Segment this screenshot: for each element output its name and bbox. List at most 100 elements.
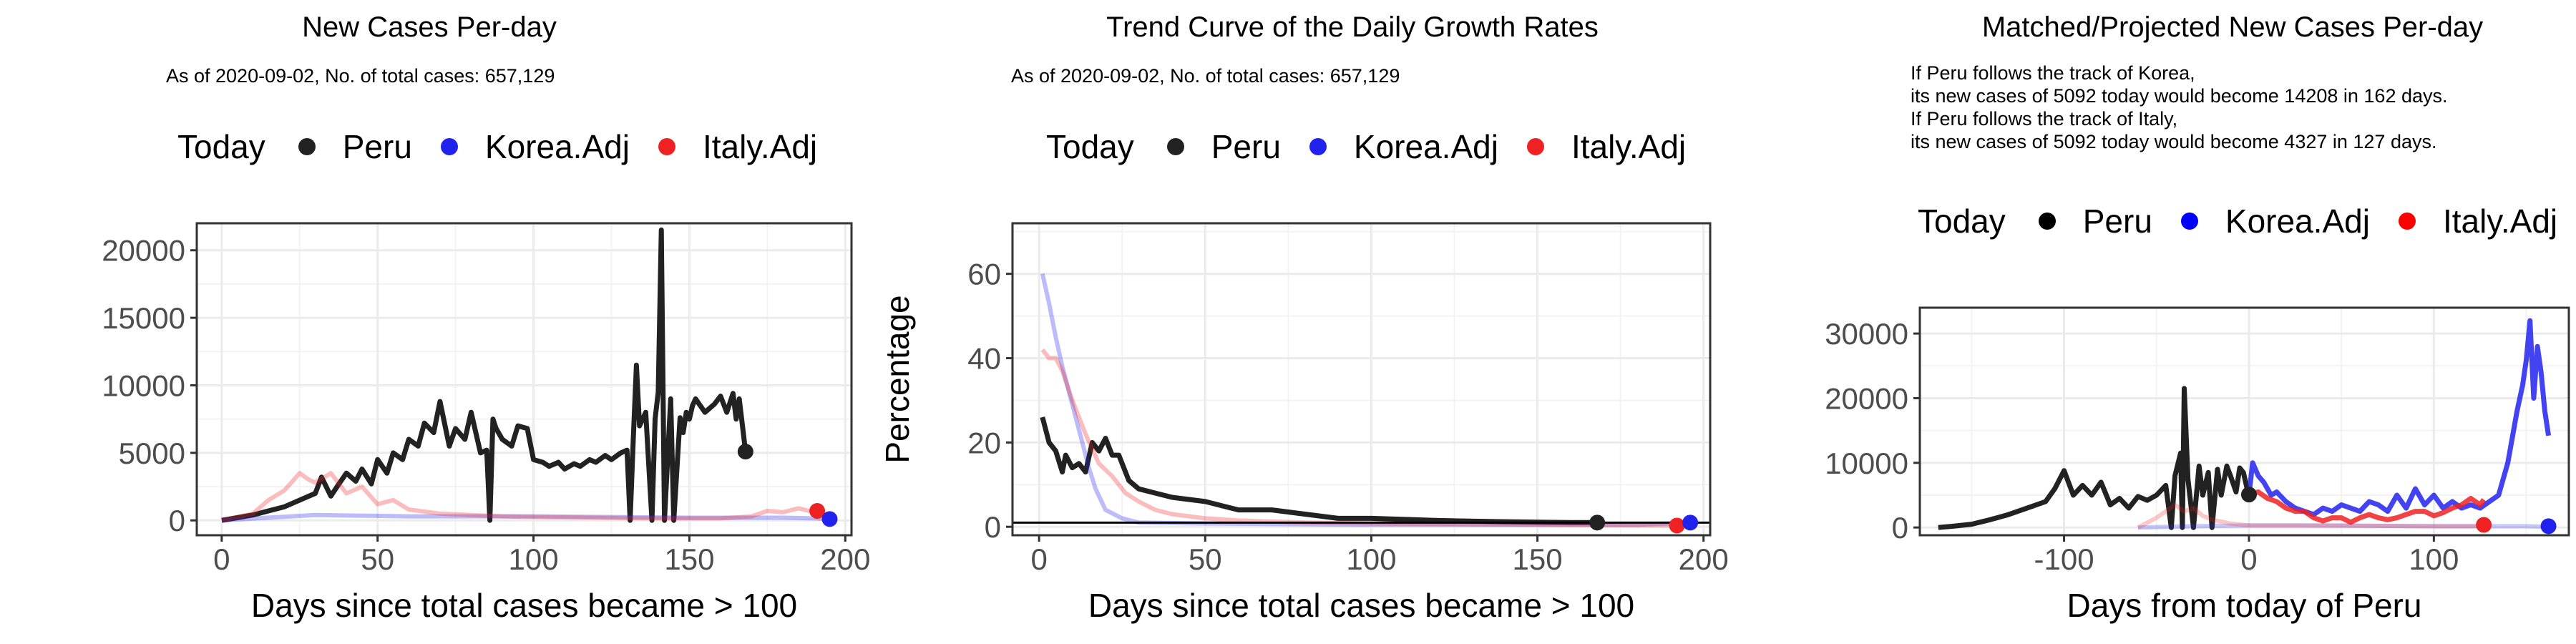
legend-title: Today bbox=[1046, 128, 1134, 165]
legend-item-italy: Italy.Adj bbox=[1526, 127, 1687, 166]
y-tick-label: 20000 bbox=[1825, 381, 1908, 415]
today-point-italy-adj bbox=[1669, 517, 1685, 534]
y-tick-label: 0 bbox=[169, 504, 185, 537]
legend-title: Today bbox=[1918, 203, 2006, 240]
legend-item-peru: Peru bbox=[2038, 202, 2152, 240]
x-tick-label: 0 bbox=[2240, 542, 2257, 576]
plot-frame bbox=[195, 222, 853, 537]
legend-dot-korea bbox=[2180, 213, 2198, 230]
legend-dot-korea bbox=[1309, 138, 1327, 155]
chart-subtitle-line-4: its new cases of 5092 today would become… bbox=[1911, 131, 2437, 152]
legend-dot-peru bbox=[1166, 138, 1184, 155]
y-tick-label: 5000 bbox=[119, 436, 185, 470]
legend: Today Peru Korea.Adj Italy.Adj bbox=[1046, 127, 1714, 166]
chart-title: New Cases Per-day bbox=[302, 11, 557, 43]
series-line-peru bbox=[1938, 386, 2252, 530]
series-line-italy-adj-faint bbox=[2137, 502, 2484, 530]
x-tick-label: 50 bbox=[1189, 542, 1222, 576]
x-tick-label: 0 bbox=[213, 542, 230, 576]
panel-growth-rates: Trend Curve of the Daily Growth Rates As… bbox=[859, 0, 1729, 644]
panel-projected: Matched/Projected New Cases Per-day If P… bbox=[1717, 0, 2576, 644]
y-tick-label: 40 bbox=[967, 342, 1001, 376]
chart-subtitle-line-1: If Peru follows the track of Korea, bbox=[1911, 62, 2195, 84]
legend-label-italy: Italy.Adj bbox=[2442, 203, 2558, 240]
series-line-peru bbox=[1040, 416, 1598, 525]
x-tick-label: 200 bbox=[1679, 542, 1729, 576]
x-tick-label: 150 bbox=[1513, 542, 1563, 576]
y-tick-label: 10000 bbox=[102, 369, 185, 402]
y-tick-label: 20 bbox=[967, 426, 1001, 459]
legend: Today Peru Korea.Adj Italy.Adj bbox=[1918, 202, 2576, 240]
chart-plot: 0 50 100 150 200 0 5000 10000 15000 20000 Days sin… bbox=[102, 222, 870, 624]
legend-label-peru: Peru bbox=[2082, 203, 2152, 240]
y-tick-label: 60 bbox=[967, 258, 1001, 291]
series-line-korea-adj bbox=[221, 512, 834, 523]
chart-subtitle: As of 2020-09-02, No. of total cases: 65… bbox=[1011, 65, 1400, 87]
series-line-italy-adj bbox=[2248, 489, 2486, 525]
legend-label-korea: Korea.Adj bbox=[1353, 128, 1498, 165]
plot-background bbox=[197, 223, 852, 535]
legend-label-korea: Korea.Adj bbox=[484, 128, 630, 165]
legend-label-peru: Peru bbox=[342, 128, 412, 165]
x-axis-label: Days since total cases became > 100 bbox=[251, 587, 797, 624]
chart-subtitle-line-2: its new cases of 5092 today would become… bbox=[1911, 85, 2448, 107]
today-point-italy-adj bbox=[2476, 517, 2492, 533]
legend-dot-peru bbox=[298, 138, 316, 155]
legend-dot-peru bbox=[2038, 213, 2056, 230]
series-line-korea-adj bbox=[2246, 318, 2552, 517]
legend-title: Today bbox=[177, 128, 265, 165]
today-point-italy-adj bbox=[809, 503, 826, 519]
panel-new-cases: New Cases Per-day As of 2020-09-02, No. … bbox=[0, 0, 870, 644]
today-point-peru bbox=[2240, 487, 2257, 503]
y-tick-label: 30000 bbox=[1825, 317, 1908, 351]
chart-title: Trend Curve of the Daily Growth Rates bbox=[1106, 11, 1599, 43]
x-tick-label: 200 bbox=[820, 542, 870, 576]
chart-subtitle: As of 2020-09-02, No. of total cases: 65… bbox=[166, 65, 555, 87]
x-tick-label: 100 bbox=[2409, 542, 2459, 576]
x-tick-label: -100 bbox=[2034, 542, 2094, 576]
legend-label-italy: Italy.Adj bbox=[1571, 128, 1687, 165]
today-point-peru bbox=[1589, 514, 1606, 531]
y-tick-label: 10000 bbox=[1825, 447, 1908, 480]
x-tick-label: 50 bbox=[361, 542, 394, 576]
series-line-korea-adj-faint bbox=[2137, 523, 2549, 530]
chart-subtitle-line-3: If Peru follows the track of Italy, bbox=[1911, 108, 2178, 130]
legend-dot-italy bbox=[658, 138, 675, 155]
legend-dot-italy bbox=[2398, 213, 2416, 230]
plot-frame bbox=[1011, 222, 1712, 537]
series-line-korea-adj bbox=[1040, 273, 1691, 527]
chart-title: Matched/Projected New Cases Per-day bbox=[1981, 11, 2484, 43]
y-tick-label: 15000 bbox=[102, 301, 185, 335]
x-tick-label: 100 bbox=[509, 542, 559, 576]
x-axis-label: Days from today of Peru bbox=[2067, 587, 2422, 624]
legend-dot-korea bbox=[440, 138, 458, 155]
legend-item-korea: Korea.Adj bbox=[2180, 202, 2370, 240]
legend-item-korea: Korea.Adj bbox=[1309, 127, 1498, 166]
x-tick-label: 150 bbox=[664, 542, 714, 576]
legend-item-peru: Peru bbox=[298, 127, 412, 166]
legend-item-peru: Peru bbox=[1166, 127, 1281, 166]
legend-label-italy: Italy.Adj bbox=[702, 128, 818, 165]
x-axis-label: Days since total cases became > 100 bbox=[1088, 587, 1634, 624]
chart-plot: -100 0 100 0 10000 20000 30000 Days from today … bbox=[1825, 306, 2570, 624]
legend-item-italy: Italy.Adj bbox=[2398, 202, 2558, 240]
legend-label-peru: Peru bbox=[1211, 128, 1281, 165]
legend: Today Peru Korea.Adj Italy.Adj bbox=[177, 127, 846, 166]
legend-label-korea: Korea.Adj bbox=[2225, 203, 2370, 240]
plot-frame bbox=[1918, 306, 2570, 537]
y-tick-label: 20000 bbox=[102, 234, 185, 268]
plot-background bbox=[1013, 223, 1710, 535]
today-point-korea-adj bbox=[2540, 518, 2557, 535]
today-point-korea-adj bbox=[1682, 514, 1699, 531]
series-line-peru bbox=[221, 227, 748, 523]
x-tick-label: 0 bbox=[1030, 542, 1047, 576]
y-tick-label: 0 bbox=[985, 510, 1001, 544]
legend-item-italy: Italy.Adj bbox=[658, 127, 817, 166]
y-tick-label: 0 bbox=[1892, 511, 1908, 545]
today-point-korea-adj bbox=[821, 511, 838, 527]
series-line-italy-adj bbox=[221, 471, 821, 523]
legend-item-korea: Korea.Adj bbox=[440, 127, 630, 166]
today-point-peru bbox=[737, 444, 753, 460]
y-axis-label: Percentage bbox=[879, 295, 916, 463]
chart-plot: 0 50 100 150 200 0 20 40 60 Days since total case… bbox=[879, 222, 1729, 624]
